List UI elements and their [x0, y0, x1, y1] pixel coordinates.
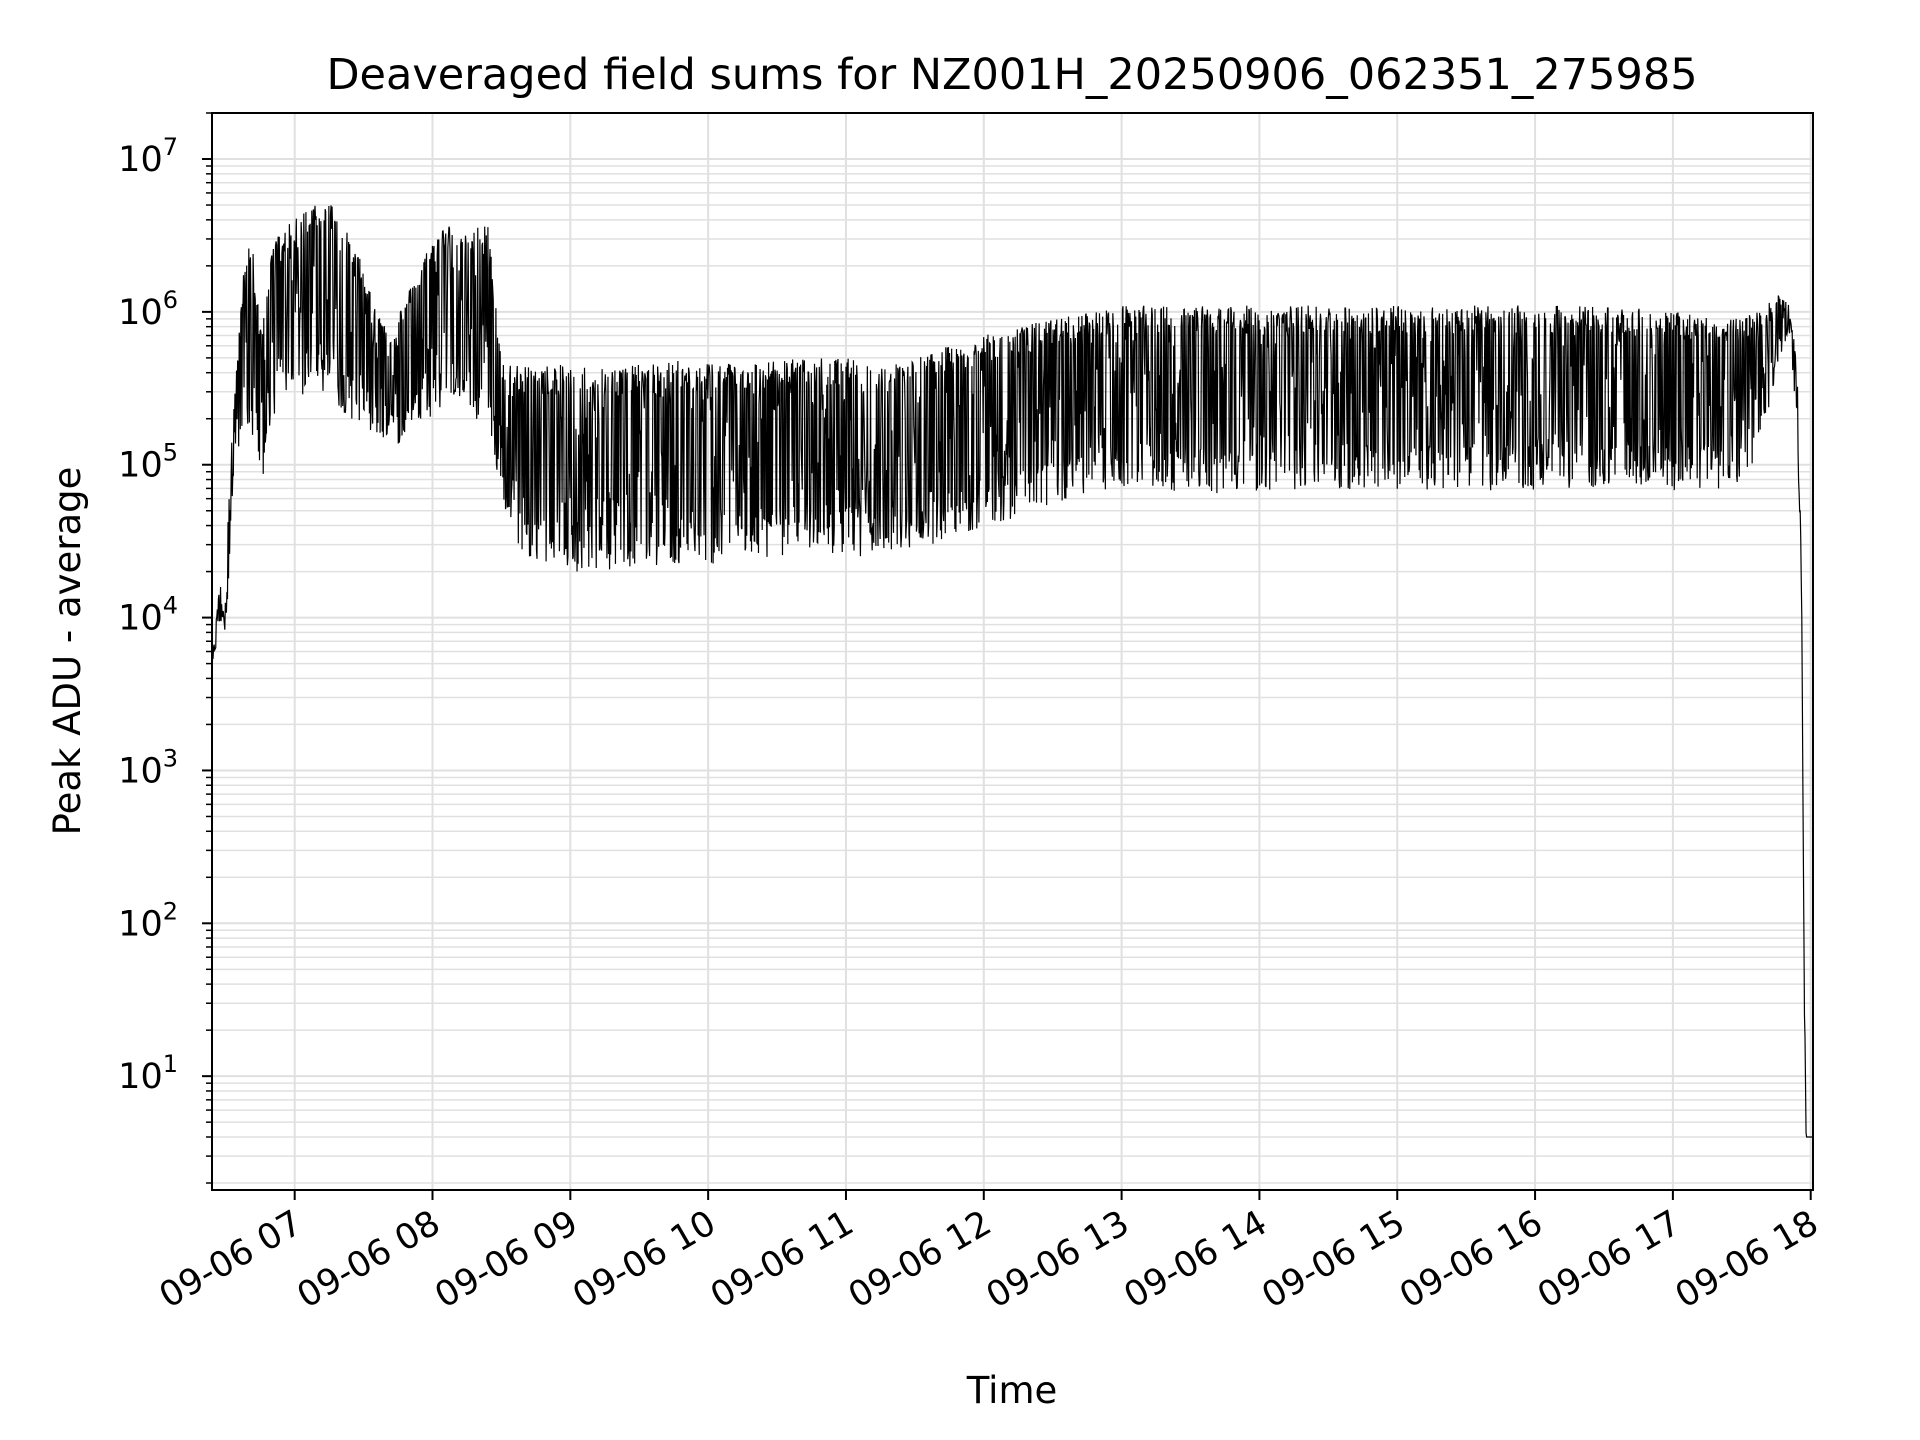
x-tick-label: 09-06 11: [704, 1203, 860, 1316]
y-axis-label: Peak ADU - average: [46, 467, 89, 836]
y-tick-label: 104: [118, 592, 178, 639]
y-tick-label: 106: [118, 286, 178, 333]
y-axis: 101 102 103 104 105 106 107: [118, 112, 212, 1184]
x-tick-label: 09-06 16: [1393, 1203, 1549, 1316]
x-tick-label: 09-06 08: [291, 1203, 447, 1316]
x-axis-label: Time: [966, 1369, 1058, 1412]
x-tick-label: 09-06 18: [1669, 1203, 1825, 1316]
y-tick-label: 105: [118, 439, 178, 486]
x-tick-label: 09-06 12: [842, 1203, 998, 1316]
grid-lines: [212, 112, 1813, 1190]
chart-title: Deaveraged field sums for NZ001H_2025090…: [326, 50, 1698, 100]
x-tick-label: 09-06 09: [429, 1203, 585, 1316]
x-tick-label: 09-06 10: [566, 1203, 722, 1316]
y-tick-label: 103: [118, 744, 178, 791]
x-tick-label: 09-06 14: [1118, 1203, 1274, 1316]
x-tick-label: 09-06 07: [153, 1203, 309, 1316]
x-tick-label: 09-06 13: [980, 1203, 1136, 1316]
x-tick-label: 09-06 15: [1255, 1203, 1411, 1316]
x-tick-label: 09-06 17: [1531, 1203, 1687, 1316]
y-tick-label: 101: [118, 1050, 178, 1097]
y-tick-label: 107: [118, 133, 178, 180]
y-tick-label: 102: [118, 897, 178, 944]
data-series-line: [211, 205, 1813, 1138]
